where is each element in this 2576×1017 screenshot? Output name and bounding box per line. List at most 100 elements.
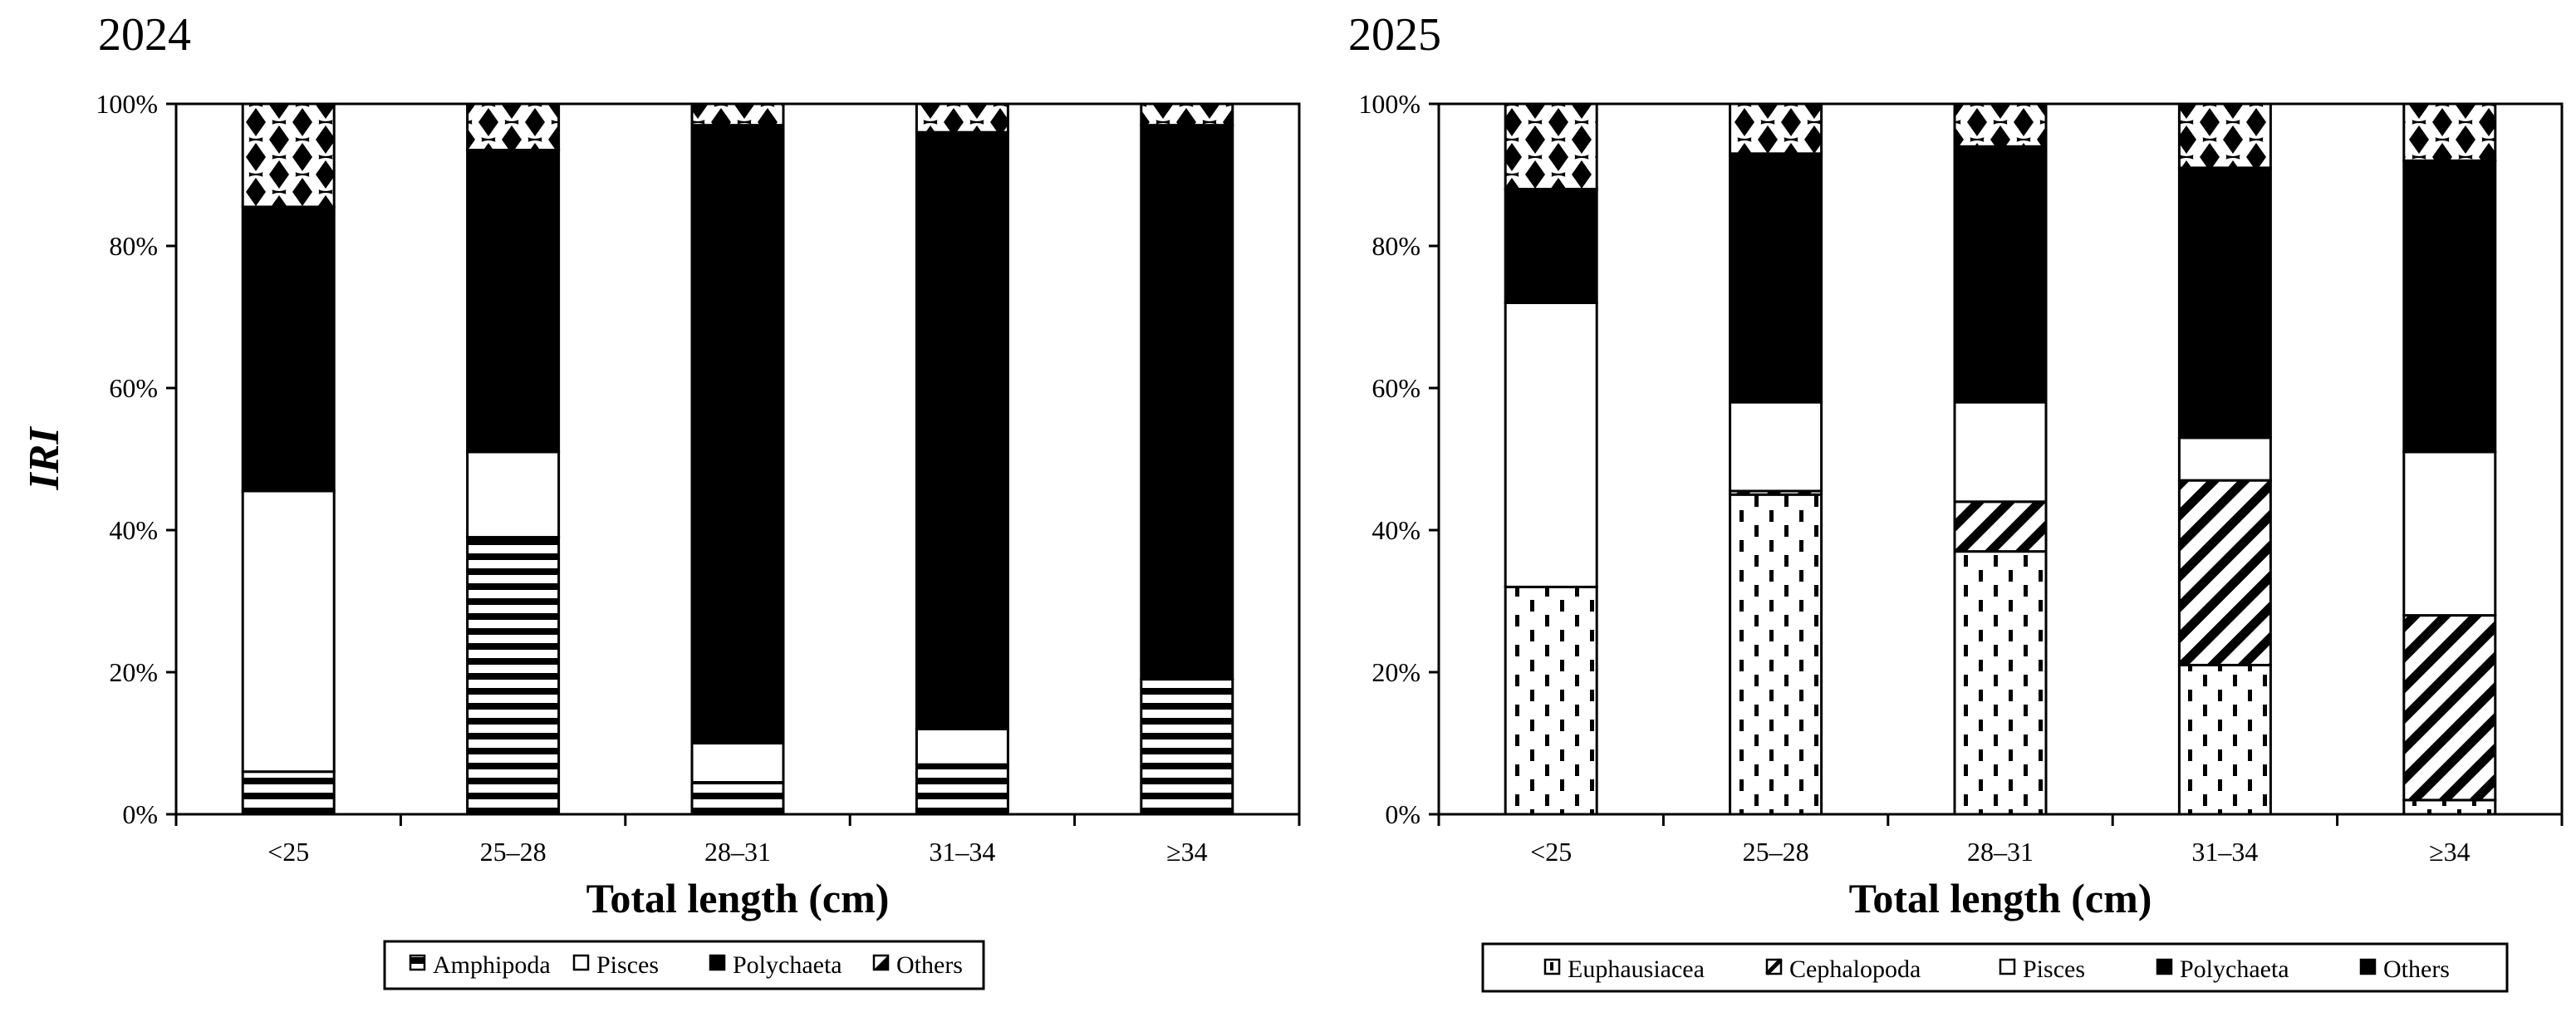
bar-segment-others-28-31 <box>690 102 785 127</box>
axes-2024: 0% 20% 40% 60% 80% 100% <25 25–28 28–31 31–34 ≥34 <box>96 89 1301 867</box>
legend-label-euphausiacea: Euphausiacea <box>1568 956 1705 983</box>
plot-frame <box>1437 102 2564 816</box>
bar-segment-others-25-28 <box>466 102 561 152</box>
bar-segment-pisces-25-28 <box>466 450 561 539</box>
legend-2025: Euphausiacea Cephalopoda Pisces Polychae… <box>1481 942 2509 993</box>
legend-label-polychaeta: Polychaeta <box>2180 956 2289 983</box>
legend-label-cephalopoda: Cephalopoda <box>1789 956 1921 983</box>
y-tick-label: 100% <box>1358 89 1420 119</box>
bar-segment-others-34 <box>2402 102 2497 162</box>
legend-swatch-others-fill <box>874 956 888 970</box>
bar-segment-others-31-34 <box>2177 102 2272 170</box>
y-tick-label: 0% <box>122 799 158 829</box>
legend-swatch-euphausiacea-mark <box>1550 962 1553 970</box>
bar-group-2024 <box>241 102 1234 816</box>
legend-box <box>1481 942 2509 993</box>
x-tick-label-25-28: 25–28 <box>1743 837 1809 867</box>
bar-segment-pisces-25-28 <box>1729 400 1823 493</box>
x-tick-label-28-31: 28–31 <box>1967 837 2034 867</box>
bar-segment-polychaeta-28-31 <box>690 124 785 744</box>
bar-segment-amphipoda-34 <box>1140 678 1234 816</box>
bar-segment-pisces-31-34 <box>915 727 1009 766</box>
plot-frame <box>174 102 1301 816</box>
bar-segment-euphausiacea-31-34 <box>2177 663 2272 816</box>
y-tick-label: 40% <box>109 515 158 545</box>
bar-segment-amphipoda-25 <box>241 770 336 816</box>
x-tick-label-31-34: 31–34 <box>2191 837 2258 867</box>
x-tick-label-25-28: 25–28 <box>480 837 547 867</box>
legend-box <box>383 940 985 990</box>
y-tick-label: 60% <box>1371 373 1420 403</box>
x-tick-label-25: <25 <box>1530 837 1572 867</box>
bar-segment-polychaeta-31-34 <box>915 130 1009 730</box>
y-tick-label: 20% <box>109 657 158 687</box>
bar-segment-others-25 <box>1504 102 1598 191</box>
y-tick-label: 0% <box>1385 799 1420 829</box>
bar-segment-pisces-34 <box>2402 450 2497 617</box>
x-axis-label: Total length (cm) <box>586 875 890 921</box>
bar-segment-polychaeta-25-28 <box>466 149 561 454</box>
bar-segment-polychaeta-28-31 <box>1953 145 2048 404</box>
x-tick-label-34: ≥34 <box>1166 837 1208 867</box>
bar-segment-pisces-28-31 <box>690 742 785 784</box>
legend-label-others: Others <box>2383 956 2450 983</box>
bar-segment-cephalopoda-31-34 <box>2177 479 2272 666</box>
bar-segment-cephalopoda-28-31 <box>1953 500 2048 553</box>
bar-segment-amphipoda-28-31 <box>690 781 785 816</box>
legend-label-others: Others <box>896 951 963 979</box>
panel-title: 2025 <box>1348 9 1441 61</box>
legend-swatch-polychaeta <box>709 954 726 971</box>
x-tick-label-25: <25 <box>267 837 309 867</box>
bar-segment-others-31-34 <box>915 102 1009 134</box>
y-tick-label: 100% <box>96 89 158 119</box>
y-tick-label: 80% <box>1371 231 1420 261</box>
bar-segment-euphausiacea-34 <box>2402 798 2497 816</box>
panel-title: 2024 <box>98 9 191 61</box>
x-tick-label-31-34: 31–34 <box>929 837 995 867</box>
panel-2024: 2024 0% 20% 40% 60% 80% 100% <25 25–28 28–31 31–3… <box>21 9 1301 990</box>
bar-segment-polychaeta-25-28 <box>1729 152 1823 404</box>
panel-2025: 2025 0% 20% 40% 60% 80% 100% <25 25–28 28–31 31–3… <box>1348 9 2564 993</box>
bar-segment-pisces-28-31 <box>1953 400 2048 504</box>
y-tick-label: 20% <box>1371 657 1420 687</box>
bar-segment-cephalopoda-34 <box>2402 614 2497 802</box>
x-tick-label-28-31: 28–31 <box>704 837 771 867</box>
bar-segment-polychaeta-25 <box>1504 188 1598 304</box>
bar-segment-polychaeta-34 <box>1140 124 1234 681</box>
legend-swatch-pisces <box>572 954 590 971</box>
bar-segment-amphipoda-25-28 <box>466 536 561 816</box>
bar-segment-others-28-31 <box>1953 102 2048 148</box>
legend-label-pisces: Pisces <box>596 951 659 979</box>
y-tick-label: 40% <box>1371 515 1420 545</box>
legend-swatch-cephalopoda-mark <box>1765 958 1783 975</box>
legend-swatch-polychaeta <box>2156 958 2173 975</box>
bar-segment-others-25 <box>241 102 336 209</box>
legend-label-amphipoda: Amphipoda <box>433 951 551 979</box>
axes-2025: 0% 20% 40% 60% 80% 100% <25 25–28 28–31 31–34 ≥34 <box>1358 89 2564 867</box>
x-axis-label: Total length (cm) <box>1849 875 2152 921</box>
bar-segment-euphausiacea-28-31 <box>1953 550 2048 816</box>
legend-2024: Amphipoda Pisces Polychaeta Others <box>383 940 985 990</box>
bar-segment-pisces-25 <box>241 489 336 774</box>
bar-segment-pisces-25 <box>1504 301 1598 588</box>
bar-segment-others-34 <box>1140 102 1234 127</box>
legend-label-polychaeta: Polychaeta <box>733 951 842 979</box>
bar-segment-pisces-31-34 <box>2177 436 2272 482</box>
legend-swatch-amphipoda <box>409 954 426 971</box>
legend-swatch-pisces <box>1999 958 2016 975</box>
y-tick-label: 80% <box>109 231 158 261</box>
bar-segment-amphipoda-31-34 <box>915 763 1009 816</box>
bar-segment-euphausiacea-25-28 <box>1729 493 1823 816</box>
bar-segment-polychaeta-31-34 <box>2177 166 2272 440</box>
x-tick-label-34: ≥34 <box>2429 837 2471 867</box>
bar-group-2025 <box>1504 102 2497 816</box>
bar-segment-polychaeta-34 <box>2402 159 2497 454</box>
y-tick-label: 60% <box>109 373 158 403</box>
bar-segment-polychaeta-25 <box>241 205 336 493</box>
legend-label-pisces: Pisces <box>2023 956 2085 983</box>
bar-segment-euphausiacea-25 <box>1504 585 1598 816</box>
y-axis-label: IRI <box>21 426 68 491</box>
legend-swatch-others <box>2359 958 2377 975</box>
bar-segment-others-25-28 <box>1729 102 1823 155</box>
